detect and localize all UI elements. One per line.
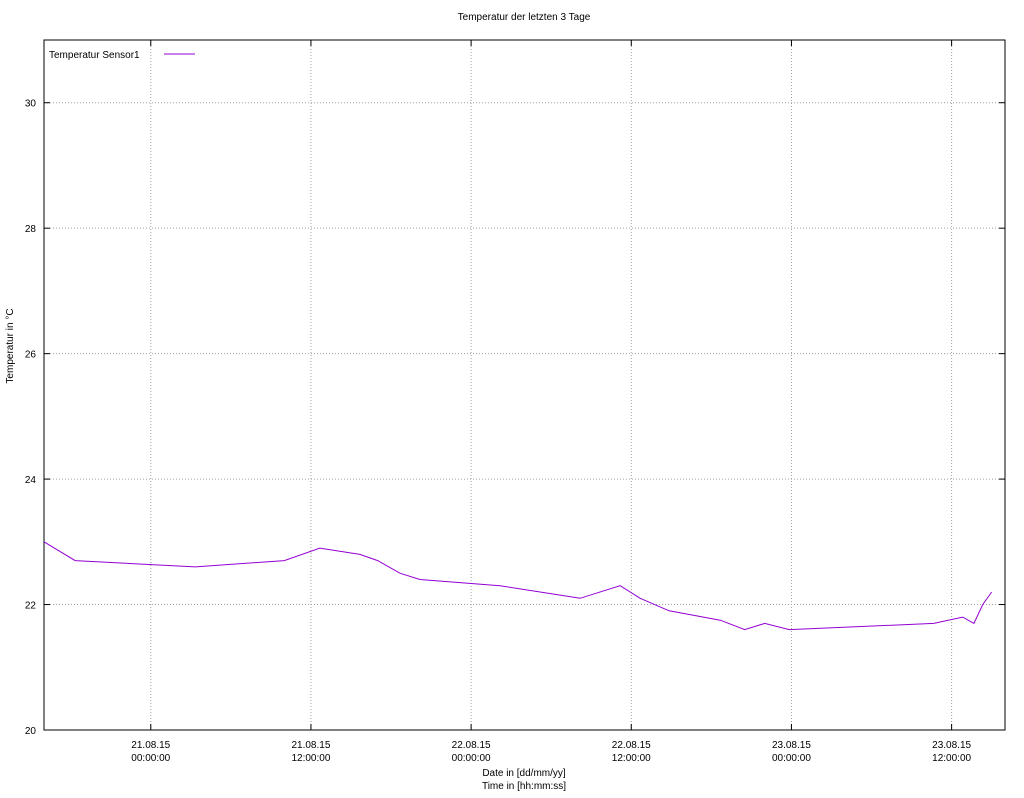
x-tick-label: 21.08.15 bbox=[131, 740, 170, 751]
y-tick-label: 24 bbox=[25, 475, 37, 486]
x-tick-label: 00:00:00 bbox=[452, 753, 491, 764]
plot-border bbox=[43, 39, 1006, 731]
chart-title: Temperatur der letzten 3 Tage bbox=[458, 12, 591, 23]
y-tick-label: 20 bbox=[25, 726, 37, 737]
x-tick-label: 00:00:00 bbox=[772, 753, 811, 764]
x-axis-label: Date in [dd/mm/yy] bbox=[482, 768, 566, 779]
y-tick-label: 26 bbox=[25, 350, 37, 361]
x-tick-label: 23.08.15 bbox=[932, 740, 971, 751]
x-tick-label: 22.08.15 bbox=[452, 740, 491, 751]
x-axis-label: Time in [hh:mm:ss] bbox=[482, 781, 566, 792]
x-tick-label: 22.08.15 bbox=[612, 740, 651, 751]
x-tick-label: 23.08.15 bbox=[772, 740, 811, 751]
y-tick-label: 30 bbox=[25, 99, 37, 110]
y-tick-label: 22 bbox=[25, 601, 37, 612]
y-axis-label: Temperatur in °C bbox=[5, 308, 16, 383]
data-line bbox=[43, 541, 993, 631]
y-tick-label: 28 bbox=[25, 224, 37, 235]
x-tick-label: 00:00:00 bbox=[131, 753, 170, 764]
x-tick-label: 21.08.15 bbox=[291, 740, 330, 751]
x-tick-label: 12:00:00 bbox=[612, 753, 651, 764]
x-tick-label: 12:00:00 bbox=[291, 753, 330, 764]
legend-label: Temperatur Sensor1 bbox=[49, 50, 140, 61]
x-tick-label: 12:00:00 bbox=[932, 753, 971, 764]
